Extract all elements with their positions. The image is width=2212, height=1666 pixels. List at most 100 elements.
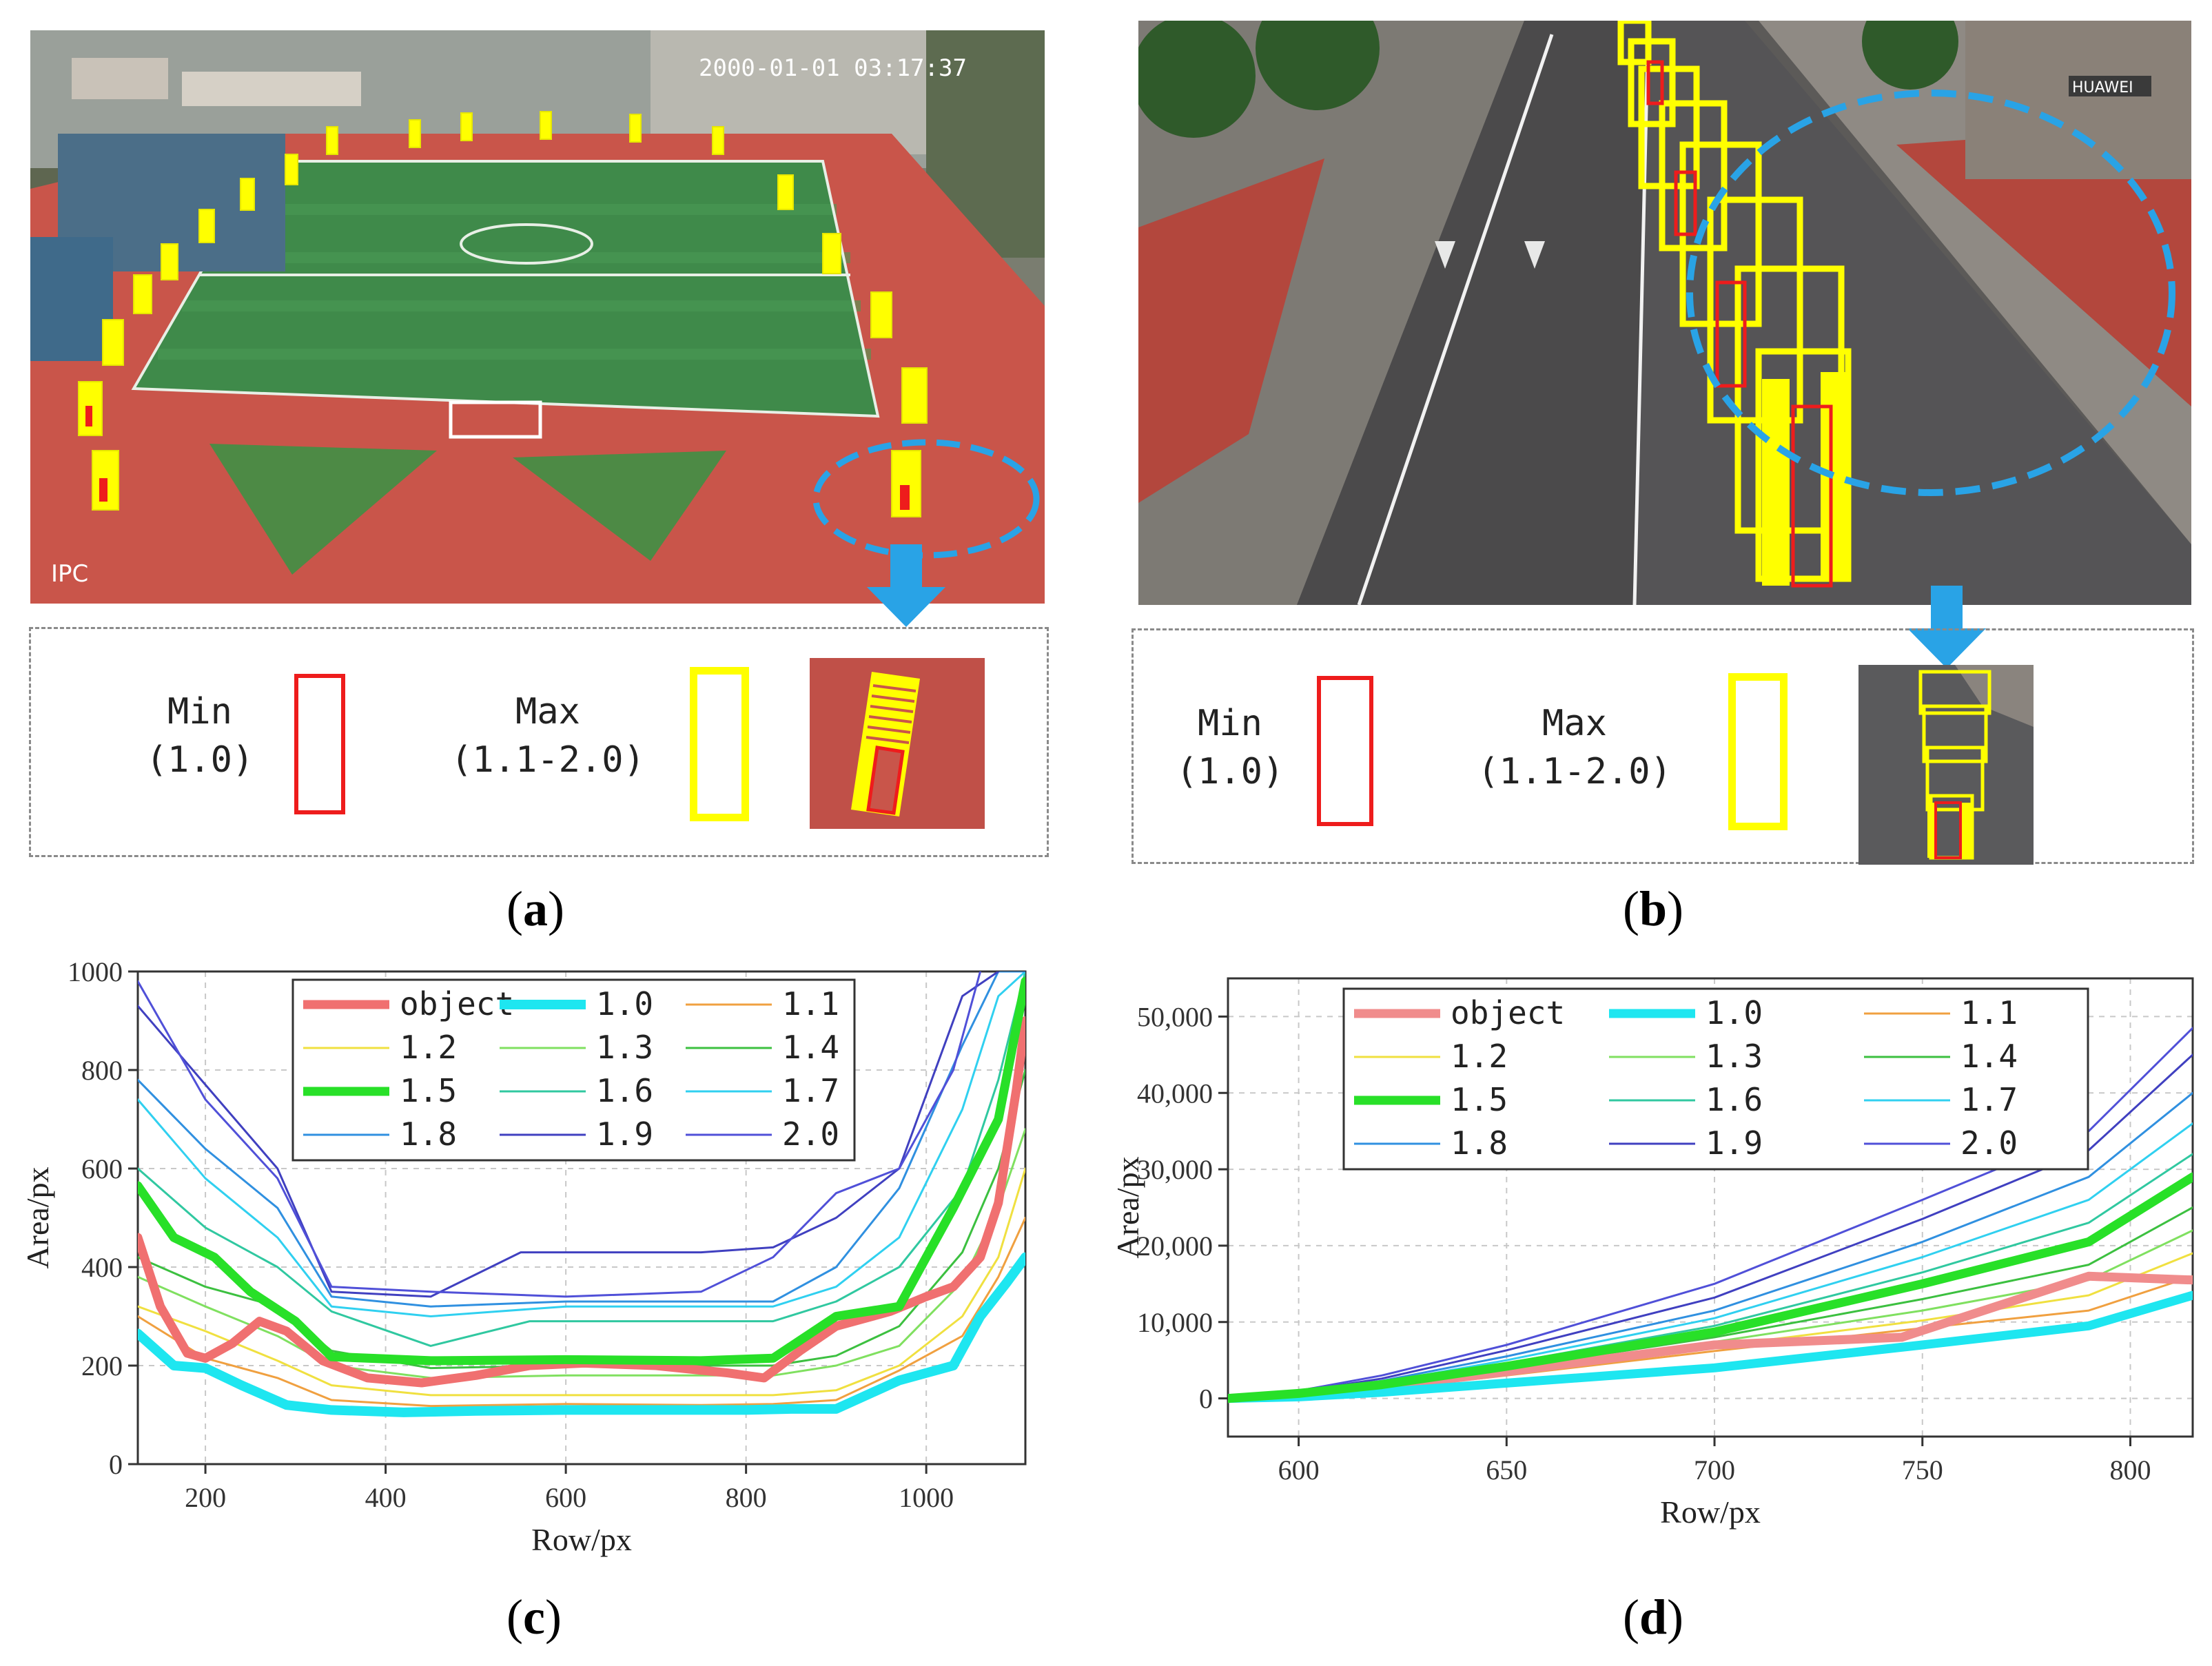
chart-d: 600 650 700 750 800 0 10,000 20,000 30,000 40,000… bbox=[1103, 951, 2212, 1571]
max-label: Max bbox=[1542, 703, 1607, 744]
series-line-1.6 bbox=[1228, 1153, 2193, 1400]
series-line-1.2 bbox=[138, 1167, 1025, 1397]
legend-entry-1.3: 1.3 bbox=[1706, 1038, 1763, 1075]
min-box-swatch-a bbox=[294, 674, 345, 814]
max-label: Max bbox=[515, 691, 580, 732]
legend-entry-1.5: 1.5 bbox=[1451, 1081, 1508, 1118]
legend-entry-1.1: 1.1 bbox=[1960, 994, 2018, 1031]
legend-entry-1.2: 1.2 bbox=[1451, 1038, 1508, 1075]
min-label: Min bbox=[167, 691, 232, 732]
legend-entry-1.0: 1.0 bbox=[1706, 994, 1763, 1031]
legend-entry-1.8: 1.8 bbox=[1451, 1124, 1508, 1162]
y-axis-label: Area/px bbox=[20, 1166, 55, 1268]
legend-entry-1.6: 1.6 bbox=[1706, 1081, 1763, 1118]
legend: object 1.0 1.1 1.2 1.3 1.4 1.5 1.6 1.7 1.8 1.9 2.0 bbox=[1342, 987, 2089, 1171]
series-line-1.0 bbox=[138, 1252, 1025, 1417]
legend-max-label-a: Max (1.1-2.0) bbox=[431, 688, 665, 784]
legend-entry-1.1: 1.1 bbox=[782, 985, 839, 1022]
x-tick-label: 650 bbox=[1486, 1454, 1527, 1485]
legend-entry-2.0: 2.0 bbox=[1960, 1124, 2018, 1162]
chart-d-svg: 600 650 700 750 800 0 10,000 20,000 30,000 40,000… bbox=[1110, 977, 2194, 1530]
x-tick-label: 1000 bbox=[899, 1482, 954, 1513]
x-tick-label: 700 bbox=[1694, 1454, 1735, 1485]
caption-d: (d) bbox=[1623, 1590, 1684, 1645]
legend-box-b: Min (1.0) Max (1.1-2.0) bbox=[1131, 628, 2194, 865]
max-box-swatch-b bbox=[1728, 673, 1788, 830]
caption-a: (a) bbox=[506, 881, 564, 936]
y-tick-label: 40,000 bbox=[1137, 1078, 1213, 1109]
caption-b: (b) bbox=[1623, 881, 1684, 936]
zoom-inset-a bbox=[810, 658, 985, 829]
stadium-photo: 2000-01-01 03:17:37 IPC bbox=[30, 30, 1045, 604]
min-box-swatch-b bbox=[1317, 676, 1373, 826]
timestamp: 2000-01-01 03:17:37 bbox=[699, 54, 967, 82]
x-tick-label: 750 bbox=[1902, 1454, 1943, 1485]
series-line-1.5 bbox=[138, 976, 1025, 1366]
min-value: (1.0) bbox=[1176, 751, 1284, 792]
series-line-1.9 bbox=[138, 971, 1000, 1298]
y-tick-label: 800 bbox=[81, 1055, 123, 1086]
camera-label: IPC bbox=[51, 560, 88, 588]
legend-entry-1.3: 1.3 bbox=[596, 1029, 653, 1066]
legend-entry-1.0: 1.0 bbox=[596, 985, 653, 1022]
x-tick-label: 600 bbox=[1278, 1454, 1320, 1485]
series-group bbox=[138, 971, 1025, 1417]
min-value: (1.0) bbox=[145, 739, 254, 781]
legend: object 1.0 1.1 1.2 1.3 1.4 1.5 1.6 1.7 1.8 1.9 2.0 bbox=[291, 978, 856, 1162]
legend-entry-1.4: 1.4 bbox=[1960, 1038, 2018, 1075]
legend-entry-1.7: 1.7 bbox=[1960, 1081, 2018, 1118]
legend-min-label-b: Min (1.0) bbox=[1151, 699, 1309, 796]
y-tick-label: 600 bbox=[81, 1153, 123, 1184]
x-axis-label: Row/px bbox=[1660, 1494, 1761, 1530]
legend-entry-2.0: 2.0 bbox=[782, 1115, 839, 1153]
x-tick-label: 800 bbox=[2109, 1454, 2151, 1485]
legend-frame bbox=[291, 978, 856, 1162]
chart-c: 200 400 600 800 1000 0 200 400 600 800 1000 Row/px A… bbox=[0, 951, 1075, 1571]
y-tick-label: 0 bbox=[1199, 1384, 1213, 1415]
x-axis-label: Row/px bbox=[531, 1522, 632, 1557]
max-box-swatch-a bbox=[690, 667, 749, 821]
caption-letter-c: c bbox=[522, 1590, 545, 1645]
legend-entry-1.9: 1.9 bbox=[1706, 1124, 1763, 1162]
legend-entry-object: object bbox=[1451, 994, 1565, 1031]
x-tick-label: 200 bbox=[185, 1482, 226, 1513]
legend-min-label-a: Min (1.0) bbox=[121, 688, 279, 784]
y-tick-label: 400 bbox=[81, 1252, 123, 1283]
legend-entry-1.7: 1.7 bbox=[782, 1072, 839, 1109]
caption-letter-b: b bbox=[1639, 881, 1668, 936]
min-label: Min bbox=[1198, 703, 1262, 744]
y-tick-label: 20,000 bbox=[1137, 1231, 1213, 1262]
legend-frame bbox=[1342, 987, 2089, 1171]
series-line-1.8 bbox=[138, 971, 1025, 1308]
series-line-1.1 bbox=[138, 1217, 1025, 1408]
arrow-down-icon bbox=[867, 544, 945, 627]
series-line-1.3 bbox=[138, 1128, 1025, 1379]
series-line-1.7 bbox=[138, 971, 1025, 1317]
legend-entry-1.9: 1.9 bbox=[596, 1115, 653, 1153]
legend-entry-1.4: 1.4 bbox=[782, 1029, 839, 1066]
legend-entry-1.2: 1.2 bbox=[400, 1029, 457, 1066]
x-tick-label: 400 bbox=[365, 1482, 407, 1513]
arrow-down-icon bbox=[1907, 586, 1986, 668]
legend-entry-1.5: 1.5 bbox=[400, 1072, 457, 1109]
shop-sign: HUAWEI bbox=[2072, 79, 2133, 96]
y-tick-label: 30,000 bbox=[1137, 1154, 1213, 1185]
legend-entry-1.6: 1.6 bbox=[596, 1072, 653, 1109]
y-tick-label: 50,000 bbox=[1137, 1001, 1213, 1032]
max-value: (1.1-2.0) bbox=[1477, 751, 1672, 792]
y-tick-label: 1000 bbox=[68, 956, 123, 987]
y-tick-label: 10,000 bbox=[1137, 1307, 1213, 1338]
street-photo: HUAWEI bbox=[1138, 21, 2191, 605]
y-tick-label: 200 bbox=[81, 1350, 123, 1381]
max-value: (1.1-2.0) bbox=[451, 739, 645, 781]
legend-box-a: Min (1.0) Max (1.1-2.0) bbox=[29, 627, 1049, 857]
legend-max-label-b: Max (1.1-2.0) bbox=[1457, 699, 1692, 796]
x-tick-label: 600 bbox=[545, 1482, 586, 1513]
y-tick-label: 0 bbox=[109, 1449, 123, 1480]
legend-entry-object: object bbox=[400, 985, 514, 1022]
y-axis-label: Area/px bbox=[1110, 1156, 1145, 1258]
series-group bbox=[1228, 1027, 2193, 1403]
caption-letter-a: a bbox=[522, 881, 548, 936]
caption-letter-d: d bbox=[1639, 1590, 1668, 1645]
series-line-2.0 bbox=[138, 971, 982, 1298]
